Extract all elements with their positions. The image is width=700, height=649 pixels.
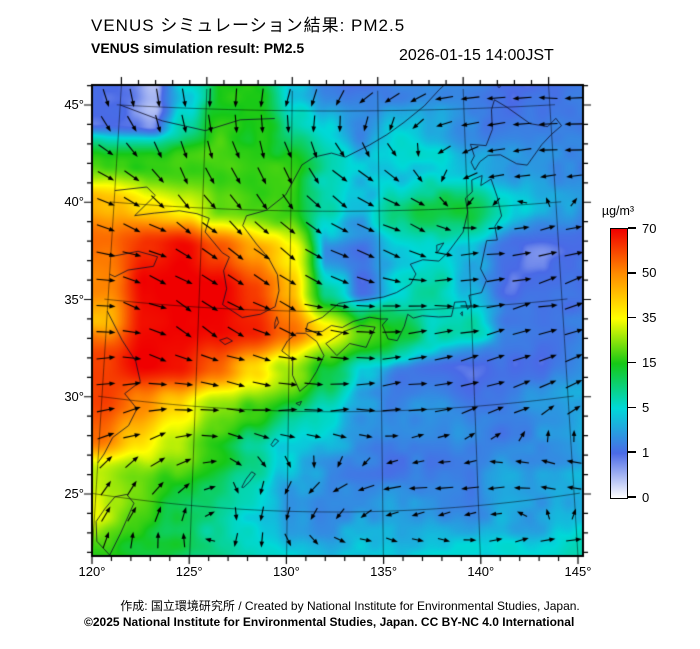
colorbar-tick-mark	[628, 496, 636, 498]
colorbar-unit-label: µg/m³	[601, 204, 635, 218]
y-tick-label: 25°	[64, 486, 84, 501]
colorbar-tick-label: 50	[642, 265, 657, 281]
title-japanese: VENUS シミュレーション結果: PM2.5	[91, 16, 406, 35]
colorbar-tick-label: 0	[642, 489, 650, 505]
colorbar-tick-label: 35	[642, 310, 657, 326]
y-tick-label: 40°	[64, 194, 84, 210]
colorbar-tick-label: 1	[642, 444, 650, 460]
colorbar-tick-label: 70	[642, 220, 657, 236]
colorbar-tick-mark	[628, 227, 636, 229]
x-tick-label: 145°	[564, 564, 592, 579]
x-tick-label: 135°	[370, 564, 398, 579]
colorbar-tick-mark	[628, 406, 636, 409]
x-tick-label: 140°	[467, 564, 495, 579]
footer-license: ©2025 National Institute for Environment…	[84, 615, 575, 629]
colorbar-tick-mark	[628, 316, 636, 319]
x-tick-label: 125°	[175, 564, 203, 579]
timestamp: 2026-01-15 14:00JST	[399, 47, 554, 64]
y-tick-label: 30°	[64, 388, 84, 404]
colorbar-tick-mark	[628, 361, 636, 364]
x-tick-label: 120°	[78, 564, 106, 579]
colorbar-tick-mark	[628, 451, 636, 453]
footer-credit: 作成: 国立環境研究所 / Created by National Instit…	[120, 599, 580, 613]
colorbar-tick-label: 5	[642, 399, 650, 415]
y-tick-label: 35°	[64, 291, 84, 307]
title-english: VENUS simulation result: PM2.5	[91, 40, 305, 56]
colorbar-tick-label: 15	[642, 355, 657, 370]
colorbar-tick-mark	[628, 272, 636, 274]
x-tick-label: 130°	[272, 564, 300, 579]
colorbar	[610, 228, 628, 499]
y-tick-label: 45°	[64, 97, 84, 112]
